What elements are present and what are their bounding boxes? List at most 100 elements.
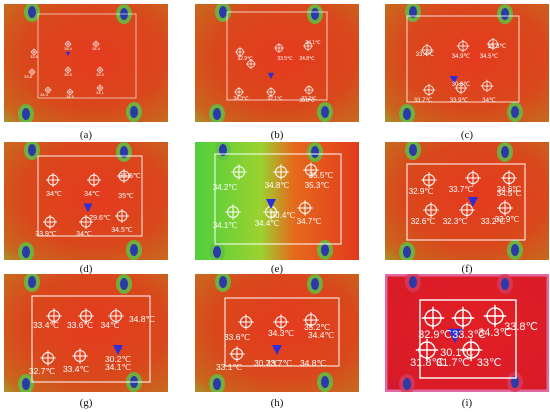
cool-spot — [213, 378, 221, 390]
crosshair-marker — [40, 350, 56, 366]
min-temperature-marker — [468, 197, 478, 207]
temperature-label: 35.5℃ — [309, 171, 334, 180]
temperature-label: 34.5℃ — [111, 227, 133, 234]
temperature-label: 34.3℃ — [233, 96, 249, 102]
thermal-image: 34.2℃ 34.8℃ 35.5℃ 35.3℃ 30.4℃ 34.1℃ 34.4℃ 34.7℃ — [195, 142, 359, 260]
cool-spot — [409, 276, 417, 288]
temperature-label: 34.8℃ — [129, 314, 156, 324]
cool-spot — [409, 6, 417, 18]
cool-spot — [28, 276, 36, 288]
cool-spot — [403, 378, 411, 390]
crosshair-marker — [96, 66, 104, 74]
crosshair-marker — [79, 215, 93, 229]
measurement-region — [37, 155, 143, 237]
measurement-region — [37, 13, 137, 99]
crosshair-marker — [297, 200, 313, 216]
temperature-label: 35.5℃ — [119, 173, 141, 180]
temperature-label: 33.4℃ — [63, 364, 90, 374]
crosshair-marker — [43, 215, 57, 229]
temperature-label: 34.4℃ — [308, 330, 335, 340]
temperature-label: 33.9℃ — [450, 98, 469, 104]
temperature-label: 34.4 — [40, 92, 49, 97]
measurement-region — [419, 299, 517, 379]
temperature-label: 34℃ — [84, 191, 100, 198]
temperature-label: 33.9℃ — [35, 231, 57, 238]
temperature-label: 30.4℃ — [271, 211, 296, 220]
crosshair-marker — [46, 173, 60, 187]
temperature-label: 33.8℃ — [299, 98, 315, 104]
crosshair-marker — [459, 338, 483, 362]
temperature-label: 33.6℃ — [67, 320, 94, 330]
crosshair-marker — [303, 41, 313, 51]
thermal-background — [4, 274, 168, 392]
temperature-label: 30.7℃ — [254, 358, 281, 368]
cool-spot — [511, 106, 519, 118]
measurement-region — [406, 15, 520, 103]
crosshair-marker — [274, 43, 284, 53]
min-temperature-marker — [447, 328, 463, 344]
cool-spot — [213, 246, 221, 258]
measurement-region — [226, 11, 328, 101]
temperature-label: 32.9℃ — [237, 56, 253, 62]
temperature-label: 34.1℃ — [105, 362, 132, 372]
temperature-label: 32.9℃ — [418, 329, 452, 341]
temperature-label: 34.5℃ — [497, 189, 522, 198]
temperature-label: 33.7℃ — [266, 358, 293, 368]
crosshair-marker — [92, 40, 100, 48]
temperature-label: 30.2℃ — [105, 354, 132, 364]
thermal-image: 33.8℃ 32.9℃ 33.3℃ 34.3℃ 30.1℃ 31.8℃ 31.7℃ 33℃ — [385, 274, 549, 392]
crosshair-marker — [266, 87, 276, 97]
thermal-image: 33.6℃ 34.3℃ 35.2℃ 34.4℃ 33.1℃ 30.7℃ 33.7℃ 34.8℃ — [195, 274, 359, 392]
crosshair-marker — [28, 68, 36, 76]
temperature-label: 34.5 — [64, 72, 73, 77]
crosshair-marker — [422, 83, 436, 97]
temperature-label: 33.2℃ — [481, 217, 506, 226]
cool-spot — [403, 246, 411, 258]
measurement-region — [214, 153, 342, 245]
min-temperature-marker — [272, 345, 282, 355]
panel-caption: (a) — [79, 129, 93, 141]
temperature-label: 34.4℃ — [255, 219, 280, 228]
cool-spot — [321, 244, 329, 256]
measurement-region — [31, 295, 151, 383]
crosshair-marker — [454, 81, 468, 95]
crosshair-marker — [304, 85, 314, 95]
thermal-background — [385, 142, 549, 260]
panel-caption: (g) — [79, 397, 93, 409]
cool-spot — [409, 144, 417, 156]
measurement-region — [406, 163, 526, 241]
thermal-image: 33.4℃ 33.6℃ 34℃ 34.8℃ 30.2℃ 32.7℃ 33.4℃ 34.1℃ — [4, 274, 168, 392]
cool-spot — [511, 376, 519, 388]
temperature-label: 34.1℃ — [213, 221, 238, 230]
crosshair-marker — [66, 88, 74, 96]
crosshair-marker — [246, 59, 256, 69]
temperature-label: 35.3℃ — [305, 181, 330, 190]
temperature-label: 34.3℃ — [268, 328, 295, 338]
crosshair-marker — [273, 164, 289, 180]
panel-caption: (h) — [270, 397, 284, 409]
crosshair-marker — [108, 308, 124, 324]
thermal-background — [195, 4, 359, 122]
thermal-photo: 33.8℃ 32.9℃ 33.3℃34.3℃ 30.1℃31.8℃31.7℃ 33℃ — [385, 274, 549, 392]
cool-spot — [321, 376, 329, 388]
image-border — [385, 274, 549, 392]
temperature-label: 34.7℃ — [297, 217, 322, 226]
crosshair-marker — [480, 79, 494, 93]
temperature-label: 34.4 — [92, 46, 101, 51]
temperature-label: 29.6℃ — [89, 215, 111, 222]
crosshair-marker — [234, 87, 244, 97]
crosshair-marker — [96, 84, 104, 92]
thermal-background — [4, 142, 168, 260]
crosshair-marker — [87, 173, 101, 187]
crosshair-marker — [465, 170, 481, 186]
temperature-label: 32.1℃ — [267, 96, 283, 102]
crosshair-marker — [231, 164, 247, 180]
cool-spot — [219, 144, 227, 156]
cool-spot — [511, 244, 519, 256]
thermal-background — [4, 4, 168, 122]
thermal-image: 33.5 34.4 34.4 33.8 34.5 34.0 34.4 34.5 34.1 — [4, 4, 168, 122]
crosshair-marker — [483, 304, 507, 328]
temperature-label: 32.9℃ — [409, 187, 434, 196]
temperature-label: 35.3℃ — [488, 44, 507, 50]
temperature-label: 33.8 — [24, 74, 33, 79]
